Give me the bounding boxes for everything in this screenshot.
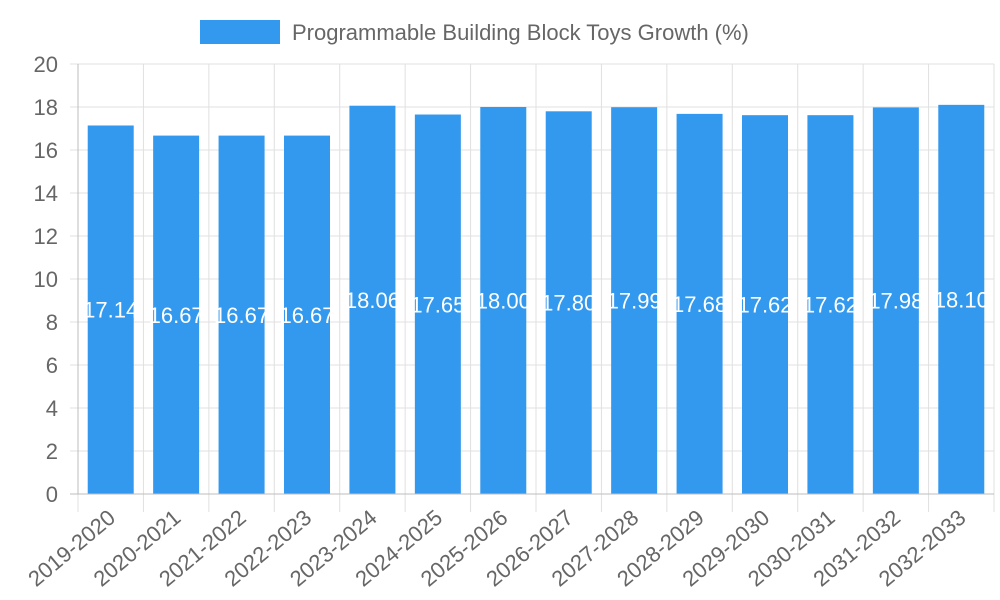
bar: [742, 115, 788, 495]
bar: [676, 113, 723, 494]
bar: [545, 111, 592, 495]
bar: [872, 107, 919, 495]
bar-value-label: 16.67: [214, 303, 269, 328]
bar-value-label: 18.10: [934, 287, 989, 312]
bar: [807, 115, 854, 495]
bar-value-label: 17.14: [83, 298, 138, 323]
x-tick-labels: 2019-20202020-20212021-20222022-20232023…: [23, 505, 970, 592]
bar-value-label: 17.80: [541, 291, 596, 316]
bar: [153, 135, 200, 494]
bar-value-label: 16.67: [279, 303, 334, 328]
y-tick-label: 18: [34, 95, 58, 120]
y-tick-label: 2: [46, 439, 58, 464]
y-tick-label: 12: [34, 224, 58, 249]
bar: [218, 135, 265, 494]
y-tick-label: 8: [46, 310, 58, 335]
bar: [480, 107, 527, 494]
legend-swatch: [200, 20, 280, 44]
bars: [87, 104, 985, 495]
y-tick-label: 14: [34, 181, 58, 206]
y-tick-label: 4: [46, 396, 58, 421]
bar-value-label: 17.65: [410, 292, 465, 317]
bar: [414, 114, 461, 495]
bar: [87, 125, 134, 495]
legend: Programmable Building Block Toys Growth …: [200, 20, 749, 45]
bar-value-label: 18.06: [345, 288, 400, 313]
bar-value-label: 17.68: [672, 292, 727, 317]
bar-value-label: 17.99: [607, 289, 662, 314]
bar-value-label: 16.67: [149, 303, 204, 328]
grid: [70, 63, 995, 512]
bar: [284, 135, 330, 494]
y-tick-label: 16: [34, 138, 58, 163]
y-tick-labels: 0 2 4 6 8 10 12 14 16 18 20: [34, 52, 58, 507]
y-tick-label: 6: [46, 353, 58, 378]
axes: [70, 64, 994, 495]
bar: [349, 105, 396, 495]
bar-value-label: 17.62: [803, 293, 858, 318]
y-tick-label: 10: [34, 267, 58, 292]
bar-value-label: 18.00: [476, 289, 531, 314]
bar-value-labels: 17.14 16.67 16.67 16.67 18.06 17.65 18.00 17.80…: [83, 287, 989, 327]
y-tick-label: 0: [46, 482, 58, 507]
bar: [611, 107, 658, 494]
bar-value-label: 17.98: [868, 289, 923, 314]
y-tick-label: 20: [34, 52, 58, 77]
bar: [938, 104, 985, 494]
legend-label: Programmable Building Block Toys Growth …: [292, 20, 749, 45]
bar-value-label: 17.62: [737, 293, 792, 318]
